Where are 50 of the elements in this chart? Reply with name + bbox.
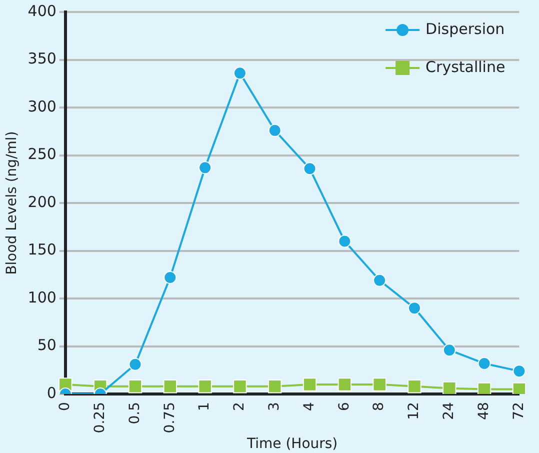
- point: [303, 162, 316, 176]
- point: [338, 378, 352, 392]
- y-tick-label: 300: [28, 97, 56, 116]
- x-tick-label: 4: [301, 402, 318, 411]
- x-tick-label: 0.5: [126, 402, 143, 424]
- y-tick-label: 400: [28, 2, 56, 20]
- legend-label: Crystalline: [426, 58, 506, 76]
- legend-label: Dispersion: [426, 20, 505, 38]
- point: [268, 380, 282, 394]
- x-tick-label: 1: [196, 402, 213, 411]
- x-tick-label: 8: [371, 402, 388, 411]
- x-tick-label: 24: [441, 402, 458, 420]
- point: [477, 382, 492, 394]
- y-tick-label: 350: [28, 50, 56, 68]
- y-tick-label: 100: [28, 288, 56, 306]
- point: [198, 380, 212, 394]
- x-tick-label: 12: [406, 402, 422, 420]
- x-tick-label: 0: [57, 402, 74, 411]
- point: [442, 344, 456, 357]
- x-tick-label: 6: [336, 402, 352, 411]
- x-tick-label: 0.25: [92, 402, 108, 434]
- y-axis-title: Blood Levels (ng/ml): [4, 131, 20, 275]
- x-tick-label: 3: [266, 402, 283, 411]
- point: [512, 382, 526, 394]
- point: [164, 271, 177, 284]
- point: [302, 378, 317, 392]
- x-tick-label: 2: [232, 402, 248, 411]
- x-tick-label: 72: [510, 402, 527, 420]
- y-tick-label: 150: [28, 240, 56, 259]
- point: [338, 234, 352, 248]
- point: [408, 380, 422, 394]
- point: [233, 66, 246, 80]
- x-axis-title: Time (Hours): [246, 436, 338, 452]
- point: [128, 380, 142, 394]
- point: [372, 378, 386, 392]
- point: [128, 358, 142, 371]
- x-tick-label: 48: [476, 402, 492, 420]
- point: [478, 356, 491, 370]
- point: [408, 302, 421, 315]
- point: [373, 274, 386, 287]
- point: [442, 381, 456, 394]
- point: [163, 380, 178, 394]
- point: [198, 161, 212, 174]
- y-tick-label: 250: [28, 145, 56, 164]
- y-tick-label: 50: [37, 336, 56, 354]
- y-tick-label: 200: [28, 192, 56, 211]
- x-tick-label: 0.75: [162, 402, 178, 434]
- point: [233, 380, 247, 394]
- point: [268, 124, 282, 137]
- point: [512, 364, 526, 378]
